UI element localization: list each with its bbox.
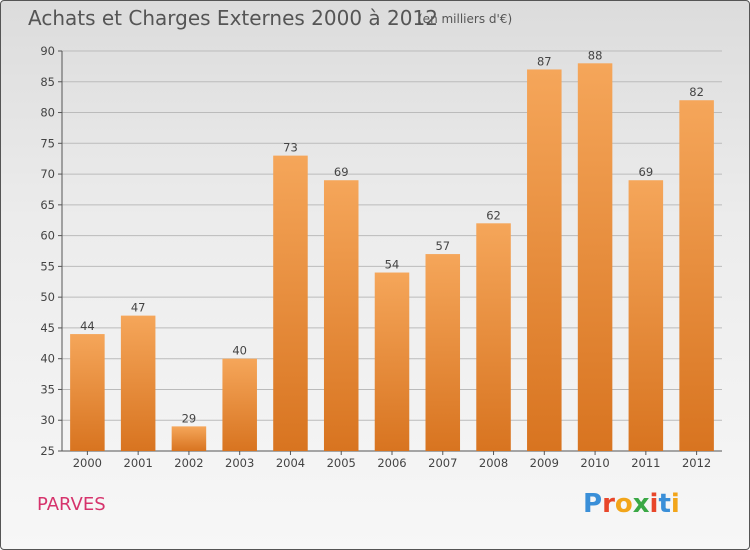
x-tick-label: 2007 xyxy=(428,456,457,470)
x-tick-label: 2008 xyxy=(479,456,508,470)
bars xyxy=(70,63,714,452)
y-tick-label: 50 xyxy=(40,290,55,304)
y-tick-label: 30 xyxy=(40,413,55,427)
bar xyxy=(425,254,461,451)
bar-value-label: 62 xyxy=(486,208,501,222)
x-tick-label: 2004 xyxy=(276,456,305,470)
x-tick-label: 2005 xyxy=(327,456,356,470)
logo-letter: t xyxy=(658,489,671,519)
logo-letter: x xyxy=(632,489,650,519)
bar-value-label: 87 xyxy=(537,54,552,68)
logo-letter: i xyxy=(649,489,659,519)
bar xyxy=(323,180,359,451)
y-tick-label: 55 xyxy=(40,259,55,273)
bar-value-label: 73 xyxy=(283,141,298,155)
bar-value-label: 29 xyxy=(182,411,197,425)
bar xyxy=(120,315,156,451)
logo-letter: P xyxy=(583,489,603,519)
bar xyxy=(628,180,664,451)
x-tick-label: 2003 xyxy=(225,456,254,470)
x-tick-label: 2006 xyxy=(377,456,406,470)
logo-letter: o xyxy=(614,489,633,519)
x-tick-label: 2002 xyxy=(174,456,203,470)
x-tick-label: 2001 xyxy=(124,456,153,470)
bar xyxy=(527,69,562,451)
bar-value-label: 82 xyxy=(689,85,704,99)
bar xyxy=(577,63,613,452)
y-tick-label: 70 xyxy=(40,167,55,181)
y-tick-label: 40 xyxy=(40,352,55,366)
y-tick-label: 85 xyxy=(40,75,55,89)
commune-name: PARVES xyxy=(37,494,106,515)
bar-value-label: 40 xyxy=(232,344,247,358)
y-tick-label: 35 xyxy=(40,382,55,396)
y-tick-label: 45 xyxy=(40,321,55,335)
bar-value-label: 69 xyxy=(639,165,654,179)
y-tick-label: 80 xyxy=(40,106,55,120)
x-tick-label: 2009 xyxy=(530,456,559,470)
bar xyxy=(171,426,207,451)
x-tick-label: 2010 xyxy=(580,456,609,470)
bar-value-label: 54 xyxy=(385,258,400,272)
y-tick-label: 60 xyxy=(40,229,55,243)
bar xyxy=(679,100,714,451)
bar xyxy=(222,358,257,451)
bar xyxy=(273,155,308,451)
bar xyxy=(70,334,105,451)
bar xyxy=(476,223,511,451)
chart-title: Achats et Charges Externes 2000 à 2012 xyxy=(28,6,438,30)
bar-value-label: 57 xyxy=(435,239,450,253)
x-tick-label: 2012 xyxy=(682,456,711,470)
chart-unit: (en milliers d'€) xyxy=(418,12,513,26)
x-tick-label: 2000 xyxy=(73,456,102,470)
y-tick-label: 65 xyxy=(40,198,55,212)
proxiti-logo[interactable]: Proxiti xyxy=(583,489,680,519)
bar-value-label: 88 xyxy=(588,48,603,62)
x-tick-label: 2011 xyxy=(631,456,660,470)
logo-letter: r xyxy=(602,489,615,519)
labels: 25 30 35 40 45 50 55 60 65 70 75 80 85 90 44 2000 47 2001… xyxy=(40,44,711,470)
y-tick-label: 90 xyxy=(40,44,55,58)
bar-value-label: 69 xyxy=(334,165,349,179)
bar-value-label: 47 xyxy=(131,301,146,315)
bar xyxy=(374,272,410,451)
bar-value-label: 44 xyxy=(80,319,95,333)
logo-letter: i xyxy=(670,489,680,519)
y-tick-label: 75 xyxy=(40,136,55,150)
y-tick-label: 25 xyxy=(40,444,55,458)
